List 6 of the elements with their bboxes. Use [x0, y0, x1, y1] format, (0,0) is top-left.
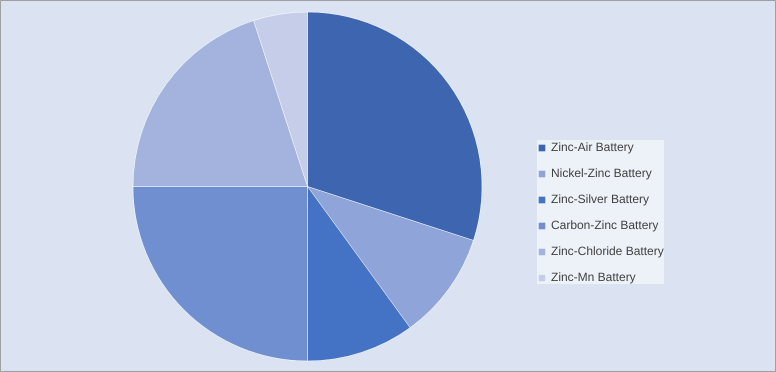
legend-label: Zinc-Air Battery — [551, 140, 634, 154]
legend-label: Zinc-Mn Battery — [551, 270, 636, 284]
legend-label: Nickel-Zinc Battery — [551, 166, 652, 180]
legend-label: Zinc-Chloride Battery — [551, 244, 664, 258]
legend-label: Zinc-Silver Battery — [551, 192, 650, 206]
legend-label: Carbon-Zinc Battery — [551, 218, 658, 232]
